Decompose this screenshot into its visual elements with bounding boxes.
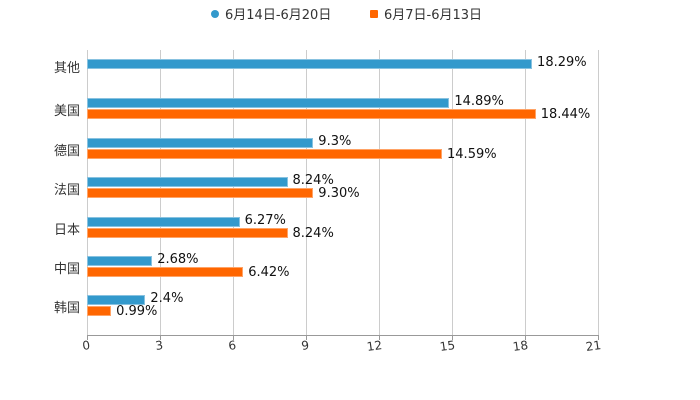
value-label: 18.29% xyxy=(537,55,587,70)
x-tick-label: 3 xyxy=(154,338,164,353)
x-tick-label: 21 xyxy=(584,338,602,354)
bar-series-1[interactable] xyxy=(87,256,153,266)
bar-series-2[interactable] xyxy=(87,267,244,277)
bar-series-1[interactable] xyxy=(87,216,240,227)
axis-tick xyxy=(379,335,380,340)
x-tick-label: 0 xyxy=(81,338,91,353)
x-axis-line xyxy=(87,335,599,336)
x-tick-label: 12 xyxy=(365,338,383,354)
value-label: 18.44% xyxy=(540,107,591,123)
x-tick-label: 6 xyxy=(227,338,237,353)
legend-label: 6月7日-6月13日 xyxy=(384,8,483,23)
value-label: 14.89% xyxy=(454,94,504,110)
gridline xyxy=(452,50,453,335)
bar-series-1[interactable] xyxy=(87,59,533,69)
value-label: 8.24% xyxy=(292,225,334,241)
category-label: 中国 xyxy=(53,262,80,277)
bar-series-2[interactable] xyxy=(87,306,112,317)
value-label: 2.68% xyxy=(157,252,199,267)
category-label: 德国 xyxy=(53,143,80,159)
gridline xyxy=(598,50,599,335)
value-label: 9.30% xyxy=(318,186,360,202)
bar-series-2[interactable] xyxy=(87,109,536,120)
axis-tick xyxy=(306,335,307,340)
axis-tick xyxy=(452,335,453,340)
axis-tick xyxy=(87,335,88,340)
category-label: 日本 xyxy=(53,222,80,238)
value-label: 9.3% xyxy=(318,133,352,149)
axis-tick xyxy=(233,335,234,340)
value-label: 0.99% xyxy=(116,304,158,320)
bar-series-1[interactable] xyxy=(87,295,146,306)
legend-circle-icon xyxy=(211,9,219,18)
x-tick-label: 15 xyxy=(438,338,456,354)
category-label: 法国 xyxy=(53,183,80,199)
value-label: 2.4% xyxy=(150,291,184,307)
axis-tick xyxy=(160,335,161,340)
value-label: 8.24% xyxy=(292,173,334,189)
bar-series-1[interactable] xyxy=(87,137,314,148)
category-label: 韩国 xyxy=(53,301,80,317)
category-label: 其他 xyxy=(53,61,80,76)
bar-series-2[interactable] xyxy=(87,148,443,159)
bar-series-2[interactable] xyxy=(87,227,288,238)
value-label: 14.59% xyxy=(447,146,497,162)
gridline xyxy=(379,50,380,335)
legend-item-series-1[interactable]: 6月14日-6月20日 xyxy=(211,4,331,23)
legend-square-icon xyxy=(370,9,378,18)
bar-series-1[interactable] xyxy=(87,98,450,109)
legend-label: 6月14日-6月20日 xyxy=(225,8,332,23)
axis-tick xyxy=(525,335,526,340)
category-label: 美国 xyxy=(53,104,80,120)
value-label: 6.27% xyxy=(244,212,286,228)
chart-legend: 6月14日-6月20日 6月7日-6月13日 xyxy=(0,4,700,24)
x-tick-label: 9 xyxy=(300,338,310,353)
axis-tick xyxy=(598,335,599,340)
legend-item-series-2[interactable]: 6月7日-6月13日 xyxy=(370,4,482,23)
gridline xyxy=(525,50,526,335)
bar-series-2[interactable] xyxy=(87,188,314,199)
x-tick-label: 18 xyxy=(511,338,529,354)
bar-series-1[interactable] xyxy=(87,177,288,188)
value-label: 6.42% xyxy=(248,265,290,280)
